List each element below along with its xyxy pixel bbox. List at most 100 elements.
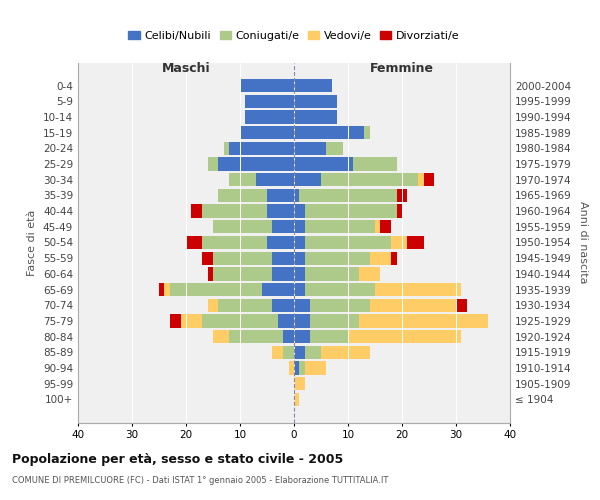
Bar bbox=[267, 236, 294, 249]
Bar bbox=[407, 236, 424, 249]
Legend: Celibi/Nubili, Coniugati/e, Vedovi/e, Divorziati/e: Celibi/Nubili, Coniugati/e, Vedovi/e, Di… bbox=[124, 26, 464, 46]
Bar bbox=[267, 188, 294, 202]
Bar bbox=[310, 314, 359, 328]
Bar bbox=[164, 283, 170, 296]
Bar bbox=[294, 126, 364, 140]
Bar bbox=[294, 377, 305, 390]
Bar bbox=[218, 298, 272, 312]
Bar bbox=[208, 158, 218, 170]
Bar bbox=[218, 158, 294, 170]
Bar bbox=[294, 314, 310, 328]
Bar bbox=[299, 362, 305, 374]
Bar bbox=[202, 204, 267, 218]
Bar bbox=[208, 298, 218, 312]
Bar bbox=[240, 79, 294, 92]
Bar bbox=[391, 252, 397, 265]
Bar bbox=[240, 126, 294, 140]
Bar bbox=[456, 298, 467, 312]
Bar bbox=[397, 188, 407, 202]
Bar bbox=[294, 298, 310, 312]
Bar bbox=[294, 188, 299, 202]
Bar bbox=[294, 252, 305, 265]
Bar bbox=[294, 283, 305, 296]
Bar bbox=[294, 142, 326, 155]
Bar bbox=[191, 204, 202, 218]
Bar bbox=[364, 126, 370, 140]
Bar bbox=[321, 173, 418, 186]
Bar bbox=[326, 142, 343, 155]
Bar bbox=[424, 173, 434, 186]
Bar bbox=[202, 252, 213, 265]
Bar bbox=[305, 362, 326, 374]
Bar bbox=[305, 204, 397, 218]
Bar bbox=[353, 158, 397, 170]
Bar bbox=[294, 267, 305, 280]
Bar bbox=[245, 110, 294, 124]
Bar bbox=[278, 314, 294, 328]
Bar bbox=[299, 188, 397, 202]
Text: Maschi: Maschi bbox=[161, 62, 211, 74]
Bar bbox=[272, 298, 294, 312]
Bar bbox=[359, 267, 380, 280]
Bar bbox=[370, 298, 456, 312]
Bar bbox=[310, 330, 348, 344]
Bar bbox=[202, 314, 278, 328]
Bar bbox=[294, 173, 321, 186]
Bar bbox=[272, 252, 294, 265]
Bar bbox=[294, 204, 305, 218]
Bar bbox=[294, 346, 305, 359]
Bar bbox=[272, 346, 283, 359]
Bar bbox=[305, 346, 321, 359]
Bar bbox=[305, 267, 359, 280]
Bar bbox=[289, 362, 294, 374]
Bar bbox=[310, 298, 370, 312]
Bar bbox=[213, 220, 272, 234]
Bar bbox=[375, 220, 380, 234]
Bar bbox=[262, 283, 294, 296]
Bar bbox=[218, 188, 267, 202]
Bar bbox=[348, 330, 461, 344]
Bar bbox=[380, 220, 391, 234]
Bar bbox=[229, 330, 283, 344]
Text: Femmine: Femmine bbox=[370, 62, 434, 74]
Bar bbox=[294, 79, 332, 92]
Bar bbox=[181, 314, 202, 328]
Bar bbox=[305, 236, 391, 249]
Bar bbox=[294, 393, 299, 406]
Bar bbox=[170, 283, 262, 296]
Bar bbox=[370, 252, 391, 265]
Bar bbox=[391, 236, 407, 249]
Bar bbox=[294, 94, 337, 108]
Bar bbox=[229, 142, 294, 155]
Bar bbox=[256, 173, 294, 186]
Bar bbox=[224, 142, 229, 155]
Bar bbox=[272, 220, 294, 234]
Bar bbox=[294, 236, 305, 249]
Bar bbox=[397, 204, 402, 218]
Bar bbox=[294, 362, 299, 374]
Y-axis label: Anni di nascita: Anni di nascita bbox=[578, 201, 588, 284]
Bar bbox=[202, 236, 267, 249]
Bar bbox=[375, 283, 461, 296]
Bar bbox=[213, 267, 272, 280]
Bar bbox=[283, 346, 294, 359]
Bar bbox=[272, 267, 294, 280]
Bar bbox=[305, 252, 370, 265]
Bar bbox=[245, 94, 294, 108]
Bar bbox=[213, 330, 229, 344]
Bar bbox=[229, 173, 256, 186]
Bar bbox=[359, 314, 488, 328]
Bar bbox=[267, 204, 294, 218]
Bar bbox=[283, 330, 294, 344]
Bar bbox=[213, 252, 272, 265]
Bar bbox=[418, 173, 424, 186]
Bar bbox=[208, 267, 213, 280]
Bar bbox=[294, 158, 353, 170]
Bar bbox=[170, 314, 181, 328]
Text: COMUNE DI PREMILCUORE (FC) - Dati ISTAT 1° gennaio 2005 - Elaborazione TUTTITALI: COMUNE DI PREMILCUORE (FC) - Dati ISTAT … bbox=[12, 476, 388, 485]
Bar bbox=[305, 220, 375, 234]
Text: Popolazione per età, sesso e stato civile - 2005: Popolazione per età, sesso e stato civil… bbox=[12, 452, 343, 466]
Bar bbox=[294, 330, 310, 344]
Bar bbox=[321, 346, 370, 359]
Y-axis label: Fasce di età: Fasce di età bbox=[28, 210, 37, 276]
